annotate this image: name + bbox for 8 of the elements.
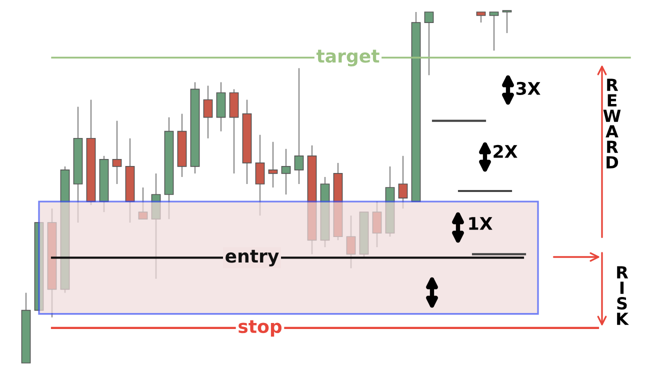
annotation: 1X xyxy=(469,217,492,230)
ref-line-label: entry xyxy=(226,250,279,266)
ref-line-label: target xyxy=(316,50,380,66)
ref-line-label: stop xyxy=(238,320,282,337)
text: 3X xyxy=(516,82,540,96)
annotation: 2X xyxy=(494,144,518,158)
text: RISK xyxy=(617,266,629,325)
text: REWARD xyxy=(603,78,621,168)
